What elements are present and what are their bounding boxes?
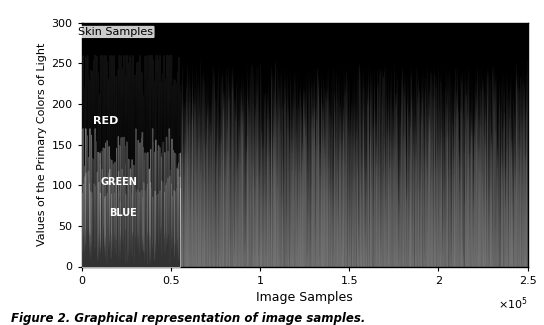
Text: RED: RED: [94, 116, 119, 126]
X-axis label: Image Samples: Image Samples: [256, 291, 353, 304]
Text: $\times 10^5$: $\times 10^5$: [498, 296, 528, 312]
Text: Figure 2. Graphical representation of image samples.: Figure 2. Graphical representation of im…: [11, 312, 365, 325]
Text: GREEN: GREEN: [101, 177, 137, 187]
Text: Skin Samples: Skin Samples: [78, 27, 153, 37]
Text: Non-Skin Samples: Non-Skin Samples: [299, 27, 400, 37]
Text: BLUE: BLUE: [109, 208, 137, 218]
Y-axis label: Values of the Primary Colors of Light: Values of the Primary Colors of Light: [38, 43, 47, 246]
